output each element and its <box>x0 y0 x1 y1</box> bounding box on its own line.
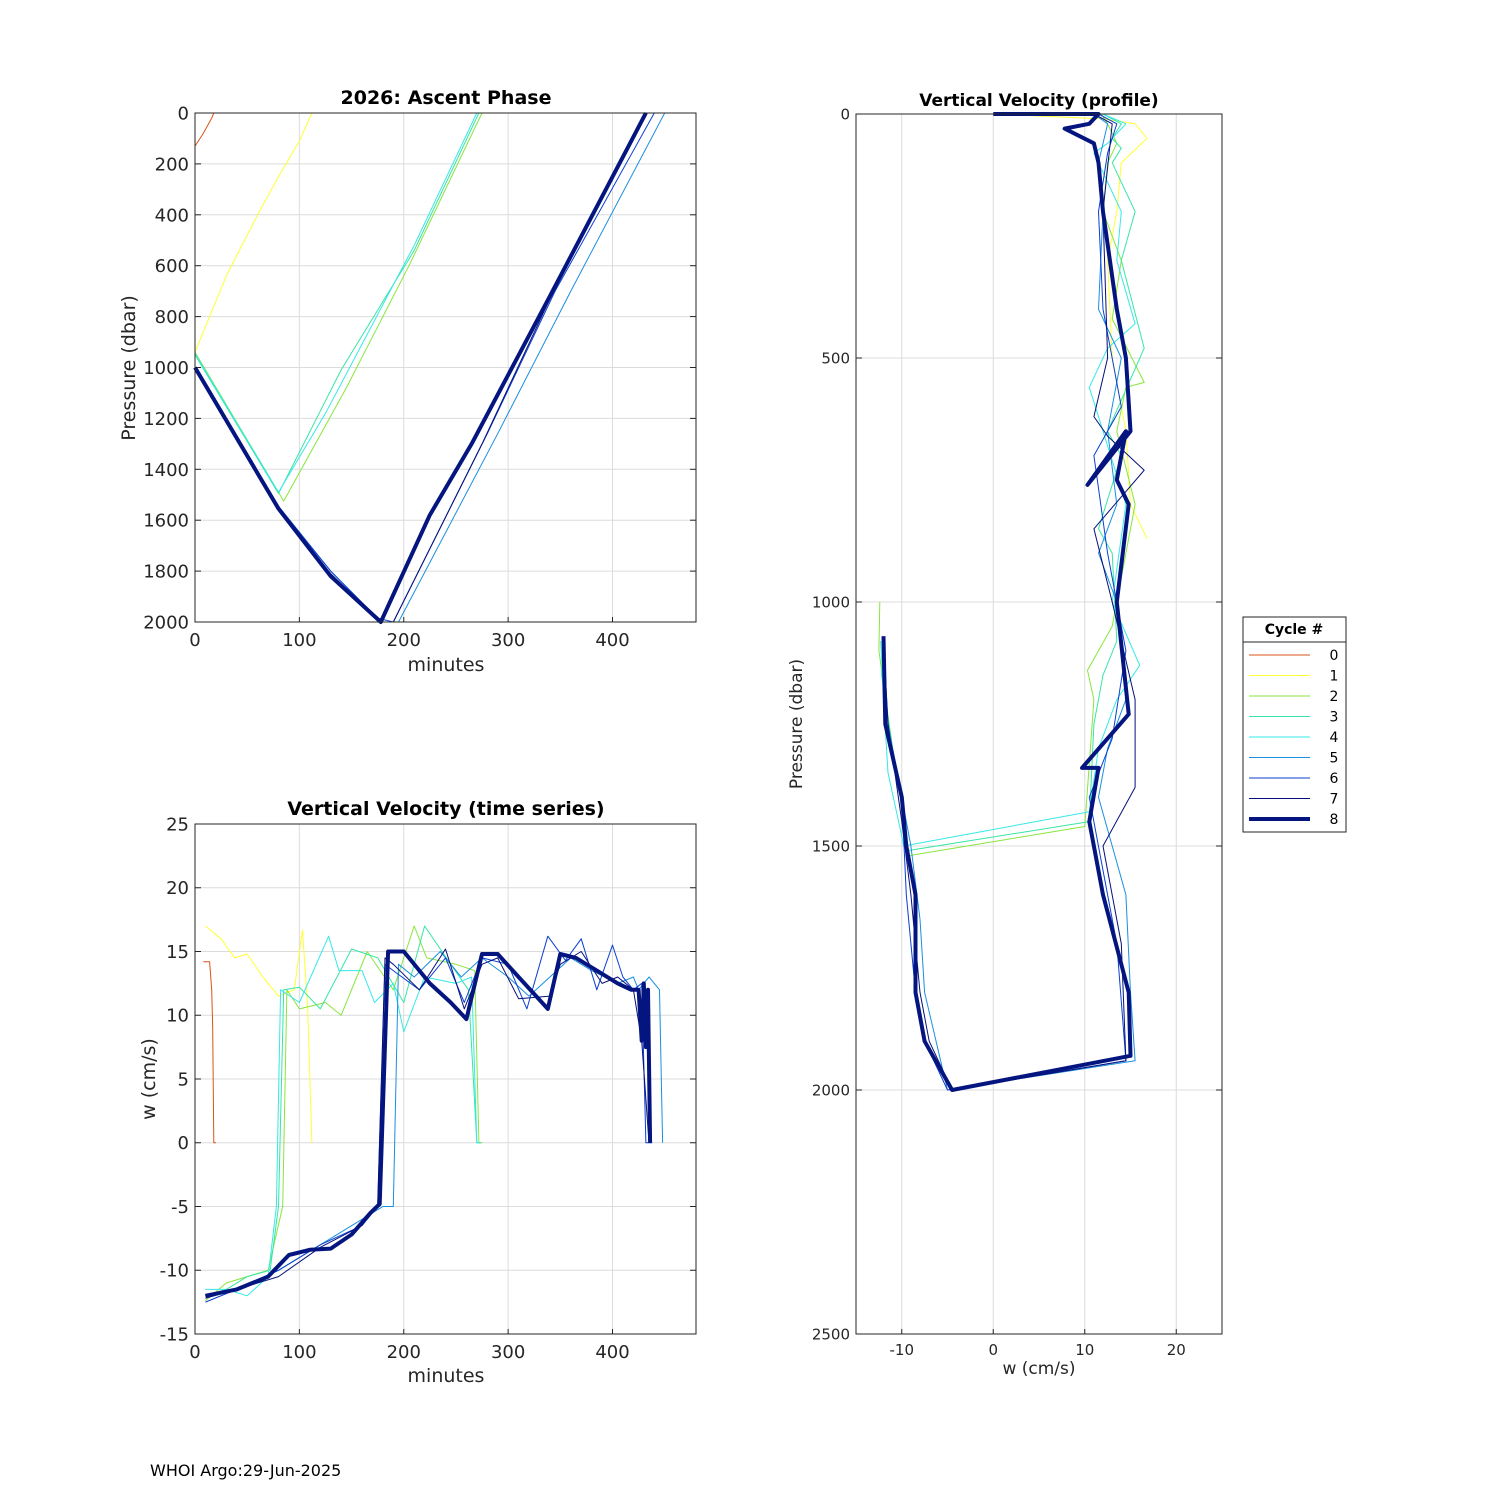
legend-label-1: 1 <box>1330 669 1339 685</box>
y-tick-label: 600 <box>155 256 189 277</box>
y-tick-label: 0 <box>178 103 189 124</box>
chart-title: 2026: Ascent Phase <box>341 87 552 109</box>
series-line-cycle-4 <box>194 112 478 493</box>
chart-title: Vertical Velocity (profile) <box>919 91 1158 111</box>
y-tick-label: 25 <box>166 814 189 835</box>
x-tick-label: 300 <box>491 630 525 651</box>
legend-label-3: 3 <box>1330 710 1339 726</box>
legend-label-6: 6 <box>1330 771 1339 787</box>
x-tick-label: 20 <box>1167 1341 1186 1359</box>
series-line-cycle-0 <box>203 961 216 1144</box>
series-line-cycle-8 <box>193 112 648 624</box>
x-axis-label: w (cm/s) <box>1002 1359 1075 1379</box>
y-tick-label: -15 <box>160 1324 189 1345</box>
x-tick-label: 200 <box>387 1342 421 1363</box>
x-tick-label: 0 <box>988 1341 998 1359</box>
x-tick-label: 100 <box>282 1342 316 1363</box>
y-tick-label: -5 <box>171 1197 189 1218</box>
x-tick-label: 10 <box>1075 1341 1094 1359</box>
legend-items: 0 1 2 3 4 5 6 7 8 <box>1249 648 1339 828</box>
tick-labels: 0 100 200 300 400 -15 -10 -5 0 5 10 15 20 25 <box>160 814 630 1363</box>
x-tick-label: 0 <box>189 630 200 651</box>
series-line-cycle-8 <box>881 112 1133 1092</box>
y-tick-label: 500 <box>821 349 850 367</box>
y-tick-label: -10 <box>160 1261 189 1282</box>
legend-label-8: 8 <box>1330 812 1339 828</box>
y-tick-label: 2000 <box>812 1081 850 1099</box>
y-tick-label: 800 <box>155 307 189 328</box>
x-tick-label: 400 <box>595 630 629 651</box>
y-tick-label: 20 <box>166 878 189 899</box>
chart-title: Vertical Velocity (time series) <box>287 798 604 820</box>
y-tick-label: 2500 <box>812 1325 850 1343</box>
series-line-cycle-3 <box>205 925 481 1297</box>
y-axis-label: Pressure (dbar) <box>787 659 807 789</box>
series-line-cycle-8 <box>205 949 653 1298</box>
series-line-cycle-1 <box>194 112 313 353</box>
x-tick-label: -10 <box>890 1341 915 1359</box>
x-tick-label: 300 <box>491 1342 525 1363</box>
x-tick-label: 200 <box>387 630 421 651</box>
y-tick-label: 0 <box>840 105 850 123</box>
tick-labels: -10 0 10 20 0 500 1000 1500 2000 2500 <box>812 105 1186 1359</box>
y-axis-label: Pressure (dbar) <box>118 295 140 441</box>
velocity-timeseries-chart: 0 100 200 300 400 -15 -10 -5 0 5 10 15 20 25 Vertical… <box>138 798 697 1387</box>
ascent-phase-chart: 0 100 200 300 400 0 200 400 600 800 1000 1200 1400 16… <box>118 87 697 676</box>
y-tick-label: 2000 <box>143 612 189 633</box>
y-tick-label: 10 <box>166 1006 189 1027</box>
axes-box <box>855 113 1223 1335</box>
x-axis-label: minutes <box>408 1365 485 1387</box>
legend-label-4: 4 <box>1330 730 1339 746</box>
legend-title: Cycle # <box>1265 622 1324 638</box>
series-group <box>203 925 664 1303</box>
x-axis-label: minutes <box>408 654 485 676</box>
series-line-cycle-3 <box>194 112 480 494</box>
legend: Cycle # 0 1 2 3 4 5 6 7 8 <box>1242 616 1347 833</box>
axes-box <box>194 823 697 1335</box>
series-group <box>878 112 1148 1092</box>
x-tick-label: 0 <box>189 1342 200 1363</box>
y-tick-label: 400 <box>155 205 189 226</box>
y-tick-label: 1400 <box>143 460 189 481</box>
axes-box <box>194 112 697 623</box>
y-tick-label: 0 <box>178 1133 189 1154</box>
y-tick-label: 15 <box>166 942 189 963</box>
legend-label-5: 5 <box>1330 751 1339 767</box>
y-tick-label: 1200 <box>143 409 189 430</box>
legend-label-0: 0 <box>1330 648 1339 664</box>
footer-note: WHOI Argo:29-Jun-2025 <box>150 1461 342 1480</box>
tick-labels: 0 100 200 300 400 0 200 400 600 800 1000 1200 1400 16… <box>143 103 629 651</box>
y-tick-label: 1600 <box>143 511 189 532</box>
series-line-cycle-1 <box>993 113 1148 539</box>
x-tick-label: 400 <box>595 1342 629 1363</box>
series-line-cycle-6 <box>883 113 1127 1091</box>
y-tick-label: 1500 <box>812 837 850 855</box>
velocity-profile-chart: -10 0 10 20 0 500 1000 1500 2000 2500 Vertical Ve… <box>787 91 1223 1379</box>
grid-lines <box>856 113 1222 1335</box>
y-tick-label: 1000 <box>143 358 189 379</box>
y-tick-label: 1800 <box>143 562 189 583</box>
plot-area <box>856 114 1222 1334</box>
legend-label-2: 2 <box>1330 689 1339 705</box>
y-tick-label: 200 <box>155 154 189 175</box>
y-tick-label: 5 <box>178 1069 189 1090</box>
x-tick-label: 100 <box>282 630 316 651</box>
y-tick-label: 1000 <box>812 593 850 611</box>
legend-box <box>1242 616 1347 833</box>
legend-label-7: 7 <box>1330 792 1339 808</box>
y-axis-label: w (cm/s) <box>138 1038 160 1120</box>
series-line-cycle-1 <box>205 925 313 1143</box>
